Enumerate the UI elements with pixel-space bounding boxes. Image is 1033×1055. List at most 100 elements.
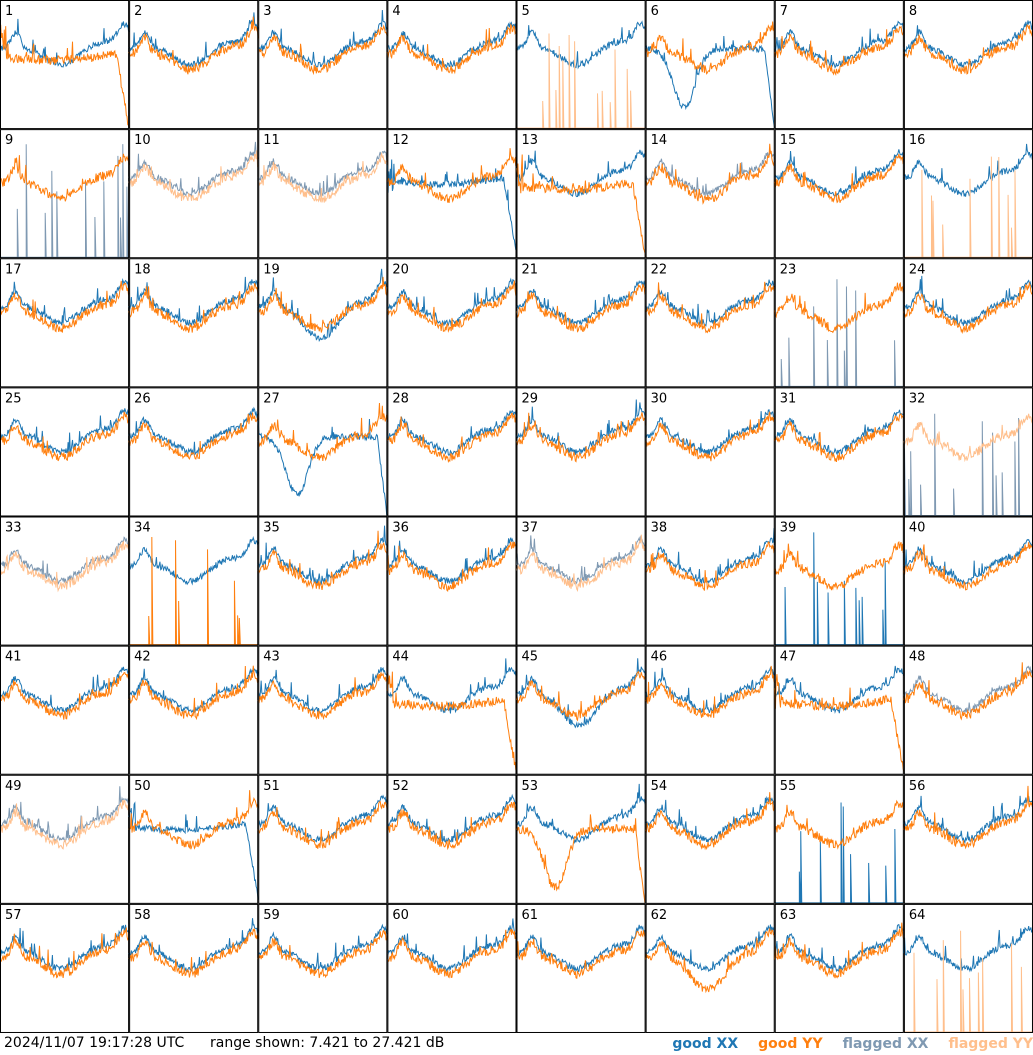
panel-58-frame (129, 903, 259, 1033)
panel-58-label: 58 (134, 908, 151, 923)
panel-5-xx-line (516, 20, 646, 70)
legend-good-yy: good YY (758, 1036, 823, 1052)
panel-28: 28 (386, 387, 517, 517)
panel-38-label: 38 (651, 521, 668, 536)
panel-13-frame (516, 129, 646, 259)
panel-13-label: 13 (522, 133, 539, 148)
panel-17: 17 (0, 258, 130, 388)
panel-50: 50 (128, 774, 259, 904)
panel-36-yy-line (386, 541, 517, 592)
panel-4-label: 4 (392, 4, 400, 19)
panel-38-yy-line (645, 541, 776, 591)
panel-62: 62 (645, 903, 776, 1033)
panel-48-frame (903, 645, 1033, 775)
panel-2: 2 (128, 0, 259, 130)
panel-16-xx-line (903, 143, 1033, 197)
panel-8: 8 (903, 0, 1033, 130)
panel-26: 26 (128, 387, 259, 517)
panel-15-label: 15 (780, 133, 797, 148)
panel-27-label: 27 (263, 391, 280, 406)
panel-30-frame (645, 387, 775, 517)
panel-24-xx-line (903, 275, 1033, 326)
panel-57-yy-line (0, 927, 130, 979)
panel-50-label: 50 (134, 779, 151, 794)
panel-49-label: 49 (5, 779, 22, 794)
panel-4-xx-line (387, 21, 517, 69)
panel-21-yy-line (516, 283, 647, 333)
panel-14-yy-line (645, 143, 776, 205)
panel-38-frame (645, 516, 775, 646)
panel-59-label: 59 (263, 908, 280, 923)
range-readout: range shown: 7.421 to 27.421 dB (210, 1035, 445, 1051)
panel-56-frame (903, 774, 1033, 904)
panel-21-frame (516, 258, 646, 388)
panel-37: 37 (516, 516, 647, 646)
panel-30-label: 30 (651, 391, 668, 406)
panel-55-frame (774, 774, 904, 904)
panel-58: 58 (128, 903, 259, 1033)
panel-11-label: 11 (263, 133, 280, 148)
panel-20-yy-line (386, 280, 517, 333)
panel-37-yy-line (516, 534, 647, 592)
panel-43: 43 (257, 645, 388, 775)
panel-23-yy-line (774, 281, 905, 334)
panel-25: 25 (0, 387, 130, 517)
panel-63-yy-line (774, 922, 905, 979)
panel-40-yy-line (903, 542, 1033, 591)
panel-51-yy-line (257, 801, 388, 849)
panel-11: 11 (257, 129, 388, 259)
panel-9-frame (0, 129, 130, 259)
panel-15-xx-line (774, 149, 905, 198)
panel-8-label: 8 (909, 4, 917, 19)
panel-41-yy-line (0, 672, 130, 720)
panel-19-label: 19 (263, 262, 280, 277)
panel-12-yy-line (386, 148, 517, 204)
panel-45-xx-line (516, 658, 647, 729)
legend: good XX good YY flagged XX flagged YY (672, 1033, 1033, 1053)
panel-2-xx-line (128, 12, 259, 69)
panel-56-xx-line (903, 795, 1033, 844)
panel-48-label: 48 (909, 650, 926, 665)
panel-54-label: 54 (651, 779, 668, 794)
panel-9: 9 (0, 129, 130, 259)
panel-5-frame (516, 0, 646, 130)
panel-39-label: 39 (780, 521, 797, 536)
panel-32-frame (903, 387, 1033, 517)
panel-18-xx-line (128, 276, 259, 327)
panel-61-yy-line (516, 930, 647, 980)
panel-53-xx-line (516, 783, 647, 845)
panel-27: 27 (257, 387, 388, 517)
panel-18: 18 (128, 258, 259, 388)
panel-28-xx-line (386, 406, 517, 456)
panel-44-xx-line (386, 658, 517, 714)
panel-1-frame (0, 0, 130, 130)
panel-38: 38 (645, 516, 776, 646)
panel-45-yy-line (516, 670, 647, 722)
panel-41-label: 41 (5, 650, 22, 665)
panel-64-xx-line (903, 925, 1033, 973)
panel-44-yy-line (386, 671, 517, 774)
panel-62-frame (645, 903, 775, 1033)
panel-33-xx-line (0, 536, 130, 586)
panel-46-yy-line (645, 665, 776, 718)
panel-7-label: 7 (780, 4, 788, 19)
panel-56-label: 56 (909, 779, 926, 794)
panel-6-yy-line (645, 21, 776, 75)
panel-6-frame (645, 0, 775, 130)
panel-53-frame (516, 774, 646, 904)
panel-4-yy-line (386, 23, 517, 75)
panel-22-frame (645, 258, 775, 388)
panel-31-frame (774, 387, 904, 517)
panel-29-frame (516, 387, 646, 517)
panel-14-frame (645, 129, 775, 259)
panel-21: 21 (516, 258, 647, 388)
panel-59: 59 (257, 903, 388, 1033)
panel-7-frame (774, 0, 904, 130)
panel-9-yy-line (0, 153, 130, 202)
panel-40: 40 (903, 516, 1033, 646)
panel-3: 3 (258, 0, 388, 130)
panel-62-yy-line (645, 927, 776, 994)
panel-57-label: 57 (5, 908, 22, 923)
panel-50-xx-line (128, 801, 259, 900)
panel-2-label: 2 (134, 4, 142, 19)
